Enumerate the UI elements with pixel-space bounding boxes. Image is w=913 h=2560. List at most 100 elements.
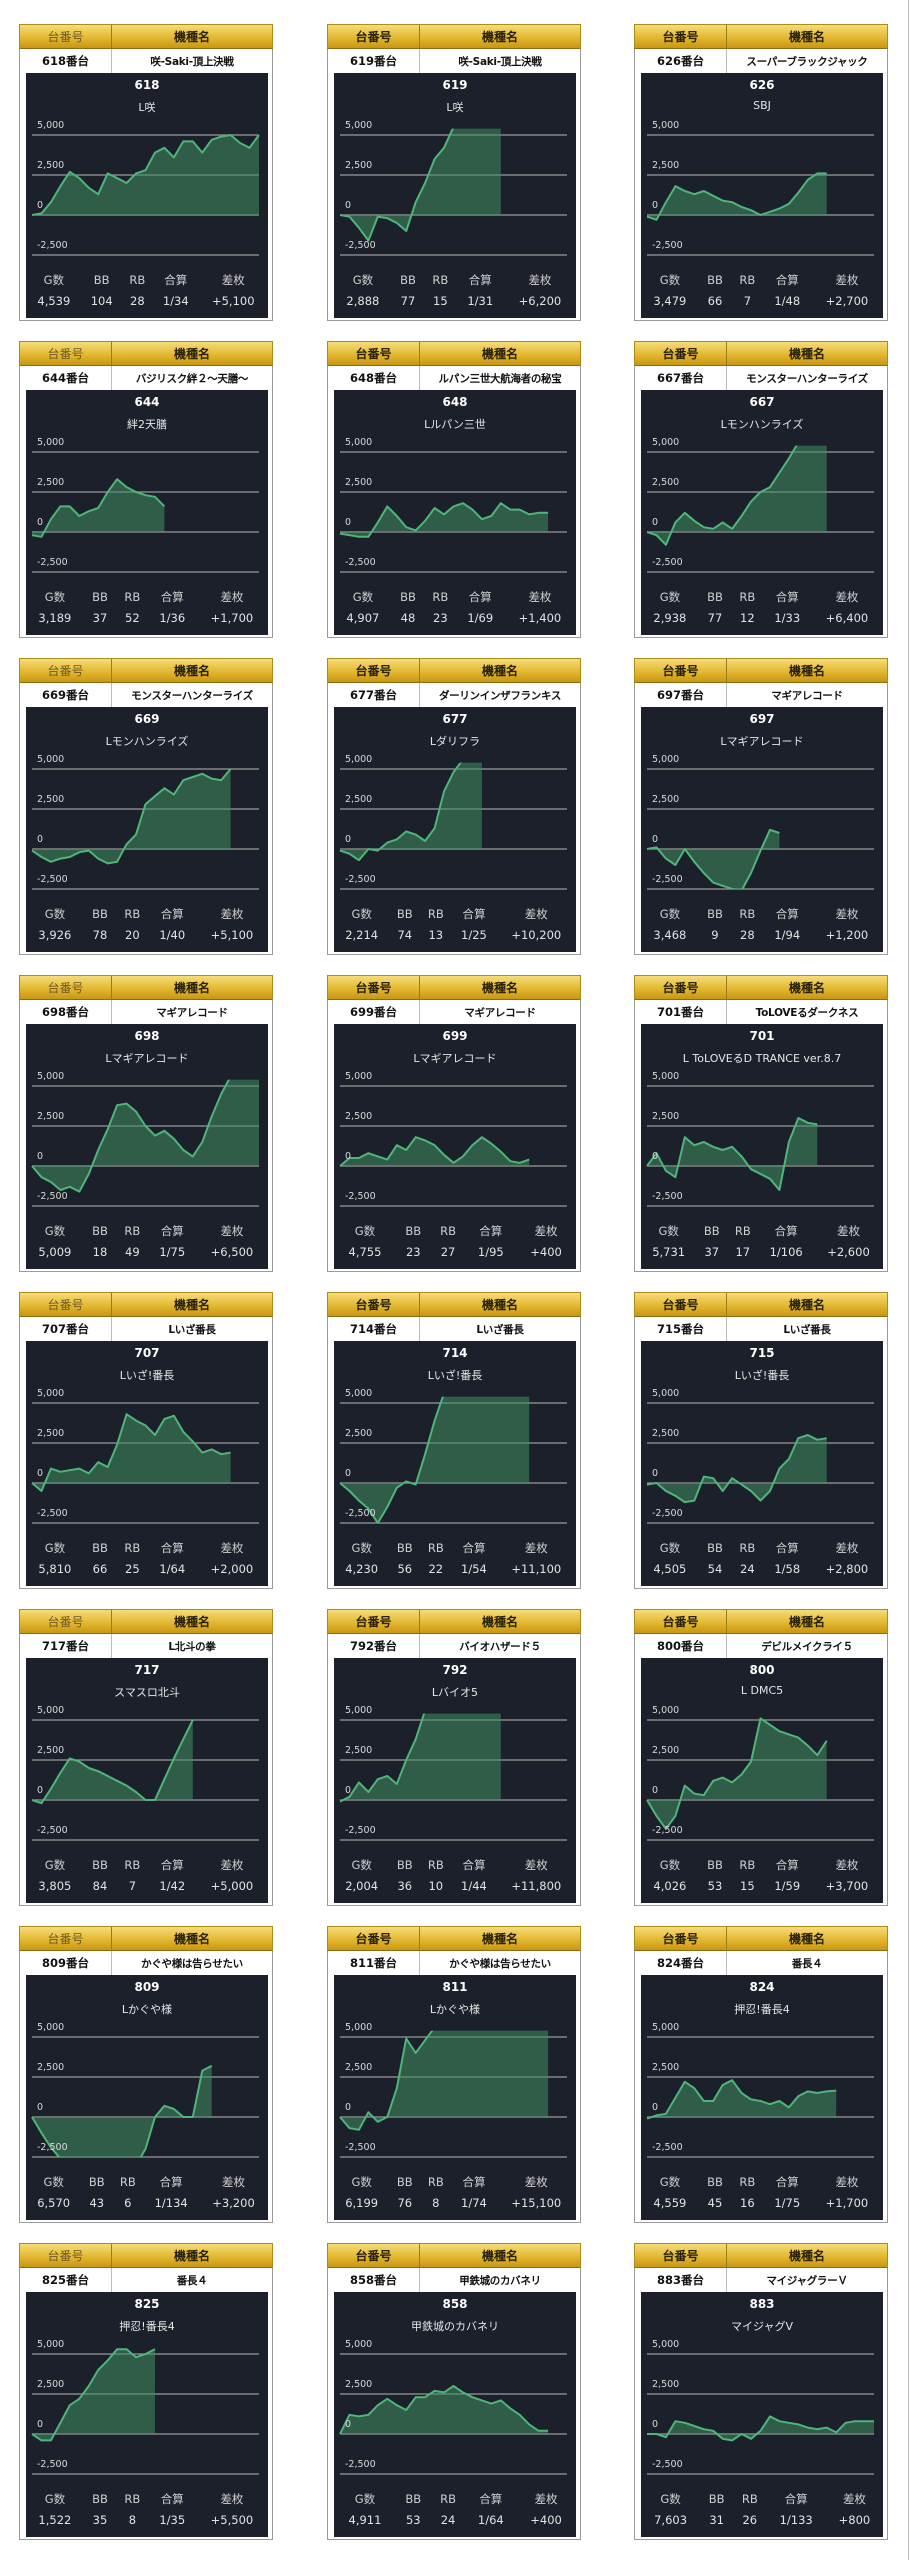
chart-line [646,1434,827,1504]
stat-label-bb: BB [708,2492,725,2506]
machine-info-row: 717番台 L北斗の拳 [20,1634,272,1658]
chart-subtitle: Lかぐや様 [429,2003,481,2016]
chart-area [32,1079,259,1192]
stat-rb: 22 [428,1562,444,1576]
machine-info-row: 811番台 かぐや様は告らせたい [328,1951,580,1975]
chart-panel: 701 L ToLOVEるD TRANCE ver.8.7 5,000 2,500… [641,1024,883,1269]
machine-card: 台番号 機種名 677番台 ダーリンインザフランキス 677 Lダリフラ 5,0… [327,658,581,955]
header-number: 台番号 [328,976,420,999]
y-tick-label: 5,000 [345,437,373,448]
slump-chart [339,762,567,890]
y-tick-label: 5,000 [345,1705,373,1716]
slump-chart [31,768,259,890]
chart-area [647,173,827,220]
header-model: 機種名 [481,2249,518,2263]
stat-diff: +2,600 [827,1245,870,1259]
stat-label-diff: 差枚 [835,2175,859,2189]
table-header: 台番号 機種名 [19,24,273,49]
header-number: 台番号 [635,2244,727,2267]
header-model: 機種名 [788,1932,825,1946]
stat-label-total: 合算 [775,1858,799,1872]
y-tick-label: 5,000 [345,2339,373,2350]
chart-line [339,502,549,538]
machine-card: 台番号 機種名 669番台 モンスターハンターライズ 669 Lモンハンライズ … [19,658,273,955]
chart-line [646,172,827,221]
stat-games: 7,603 [654,2513,688,2527]
stat-label-rb: RB [124,907,141,921]
y-tick-label: 5,000 [652,754,680,765]
header-number: 台番号 [20,25,112,48]
stat-label-bb: BB [93,273,110,287]
chart-panel: 648 Lルパン三世 5,000 2,500 0 -2,500 G数 BB RB 合算… [334,390,576,635]
table-header: 台番号 機種名 [327,1292,581,1317]
stat-label-rb: RB [124,1858,141,1872]
chart-panel: 697 Lマギアレコード 5,000 2,500 0 -2,500 G数 BB RB … [641,707,883,952]
y-tick-label: -2,500 [37,1825,68,1836]
stat-games: 6,199 [345,2196,379,2210]
stat-label-diff: 差枚 [220,907,244,921]
machine-number: 701番台 [635,1000,727,1024]
y-tick-label: -2,500 [652,1508,683,1519]
y-tick-label: 0 [345,1785,352,1796]
stat-diff: +5,000 [210,1879,254,1893]
header-model: 機種名 [788,1615,825,1629]
chart-line [339,1713,426,1803]
stat-label-rb: RB [124,2492,141,2506]
chart-panel: 717 スマスロ北斗 5,000 2,500 0 -2,500 G数 BB RB 合算… [26,1658,268,1903]
stat-diff: +11,100 [511,1562,562,1576]
y-tick-label: -2,500 [345,557,376,568]
machine-card: 台番号 機種名 626番台 スーパーブラックジャック 626 SBJ 5,000… [634,24,888,321]
chart-panel: 824 押忍!番長4 5,000 2,500 0 -2,500 G数 BB RB 合算… [641,1975,883,2220]
stat-label-bb: BB [707,2175,723,2189]
y-tick-label: 5,000 [652,2339,680,2350]
machine-info-row: 677番台 ダーリンインザフランキス [328,683,580,707]
stat-total: 1/75 [774,2196,801,2210]
stat-rb: 15 [740,1879,755,1893]
table-header: 台番号 機種名 [327,2243,581,2268]
y-tick-label: 5,000 [345,754,373,765]
header-model: 機種名 [173,1932,210,1946]
machine-model: ダーリンインザフランキス [438,689,562,702]
stat-label-diff: 差枚 [534,2492,558,2506]
header-number: 台番号 [328,1293,420,1316]
stat-bb: 45 [707,2196,723,2210]
chart-line [647,2415,874,2442]
stat-label-bb: BB [92,1224,108,1238]
y-tick-label: 2,500 [345,160,373,171]
chart-title: 626 [749,78,775,92]
y-tick-label: -2,500 [345,1508,376,1519]
header-model: 機種名 [788,664,825,678]
chart-subtitle: Lバイオ5 [431,1686,479,1699]
table-header: 台番号 機種名 [327,341,581,366]
stat-rb: 16 [740,2196,755,2210]
stat-games: 4,539 [37,294,71,308]
stat-label-total: 合算 [160,1858,184,1872]
stat-diff: +3,700 [825,1879,869,1893]
stat-bb: 18 [92,1245,108,1259]
chart-panel: 883 マイジャグV 5,000 2,500 0 -2,500 G数 BB RB 合算… [641,2292,883,2537]
chart-area [32,1720,193,1804]
y-tick-label: -2,500 [345,874,376,885]
stat-label-total: 合算 [784,2492,808,2506]
header-model: 機種名 [788,1298,825,1312]
stat-label-rb: RB [432,273,449,287]
chart-line [646,2079,837,2120]
y-tick-label: 5,000 [37,120,65,131]
slump-chart [339,451,567,573]
stat-bb: 66 [92,1562,108,1576]
stat-total: 1/74 [461,2196,487,2210]
stat-label-games: G数 [659,273,681,287]
chart-area [340,1713,501,1802]
stat-rb: 24 [440,2513,456,2527]
machine-card: 台番号 機種名 667番台 モンスターハンターライズ 667 Lモンハンライズ … [634,341,888,638]
stat-label-diff: 差枚 [836,1224,860,1238]
y-tick-label: 0 [37,2419,44,2430]
header-model: 機種名 [788,30,825,44]
chart-area [647,2416,874,2441]
slump-chart [339,1396,567,1524]
machine-info-row: 697番台 マギアレコード [635,683,887,707]
table-header: 台番号 機種名 [19,1609,273,1634]
header-number: 台番号 [635,342,727,365]
chart-subtitle: スマスロ北斗 [114,1686,180,1699]
chart-line [31,2348,156,2442]
